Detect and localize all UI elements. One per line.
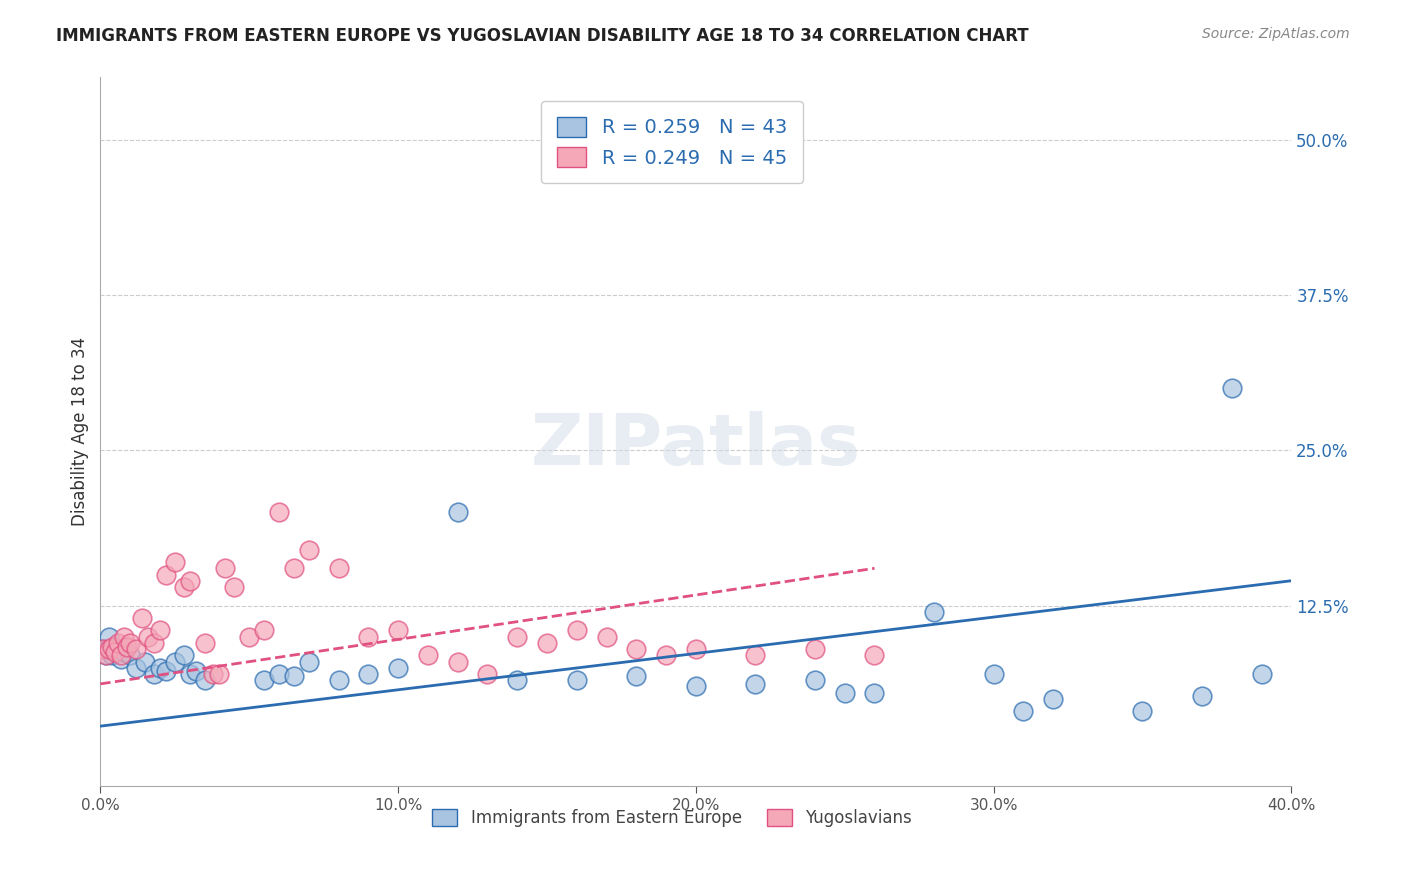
Point [91,642,114,657]
Point [863,685,886,699]
Text: Source: ZipAtlas.com: Source: ZipAtlas.com [1202,27,1350,41]
Point [267,505,290,519]
Point [863,648,886,663]
Point [387,661,409,675]
Point [107,636,129,650]
Point [1012,704,1035,718]
Point [834,685,856,699]
Point [179,667,201,681]
Point [238,630,260,644]
Point [193,636,215,650]
Point [149,661,172,675]
Point [1250,667,1272,681]
Point [125,642,148,657]
Point [131,611,153,625]
Point [536,636,558,650]
Point [685,679,707,693]
Point [328,673,350,688]
Point [506,630,529,644]
Point [253,673,276,688]
Point [387,624,409,638]
Point [104,640,127,654]
Point [922,605,945,619]
Y-axis label: Disability Age 18 to 34: Disability Age 18 to 34 [72,337,89,526]
Point [357,630,380,644]
Point [163,655,186,669]
Point [149,624,172,638]
Point [142,667,165,681]
Point [155,665,177,679]
Point [104,644,127,658]
Point [744,648,766,663]
Point [983,667,1005,681]
Text: ZIPatlas: ZIPatlas [531,411,860,480]
Point [506,673,529,688]
Point [115,640,138,654]
Point [626,642,648,657]
Point [416,648,439,663]
Point [202,667,225,681]
Point [101,648,124,663]
Point [565,673,588,688]
Point [626,669,648,683]
Point [357,667,380,681]
Point [283,669,305,683]
Point [224,580,246,594]
Point [253,624,276,638]
Point [208,667,231,681]
Point [101,640,124,654]
Point [184,665,207,679]
Point [179,574,201,588]
Point [328,561,350,575]
Point [173,580,195,594]
Point [91,642,114,657]
Point [107,642,129,657]
Point [120,648,142,663]
Point [298,655,321,669]
Point [283,561,305,575]
Point [655,648,678,663]
Legend: Immigrants from Eastern Europe, Yugoslavians: Immigrants from Eastern Europe, Yugoslav… [426,803,918,834]
Point [173,648,195,663]
Text: IMMIGRANTS FROM EASTERN EUROPE VS YUGOSLAVIAN DISABILITY AGE 18 TO 34 CORRELATIO: IMMIGRANTS FROM EASTERN EUROPE VS YUGOSL… [56,27,1029,45]
Point [112,630,135,644]
Point [267,667,290,681]
Point [163,555,186,569]
Point [744,677,766,691]
Point [155,567,177,582]
Point [298,542,321,557]
Point [142,636,165,650]
Point [1191,690,1213,704]
Point [565,624,588,638]
Point [120,636,142,650]
Point [96,648,118,663]
Point [136,630,159,644]
Point [446,655,468,669]
Point [685,642,707,657]
Point [804,673,827,688]
Point [98,642,121,657]
Point [1220,381,1243,395]
Point [110,648,132,663]
Point [110,652,132,666]
Point [446,505,468,519]
Point [193,673,215,688]
Point [214,561,236,575]
Point [98,630,121,644]
Point [125,661,148,675]
Point [1132,704,1154,718]
Point [112,644,135,658]
Point [96,648,118,663]
Point [1042,691,1064,706]
Point [477,667,499,681]
Point [134,655,156,669]
Point [595,630,617,644]
Point [804,642,827,657]
